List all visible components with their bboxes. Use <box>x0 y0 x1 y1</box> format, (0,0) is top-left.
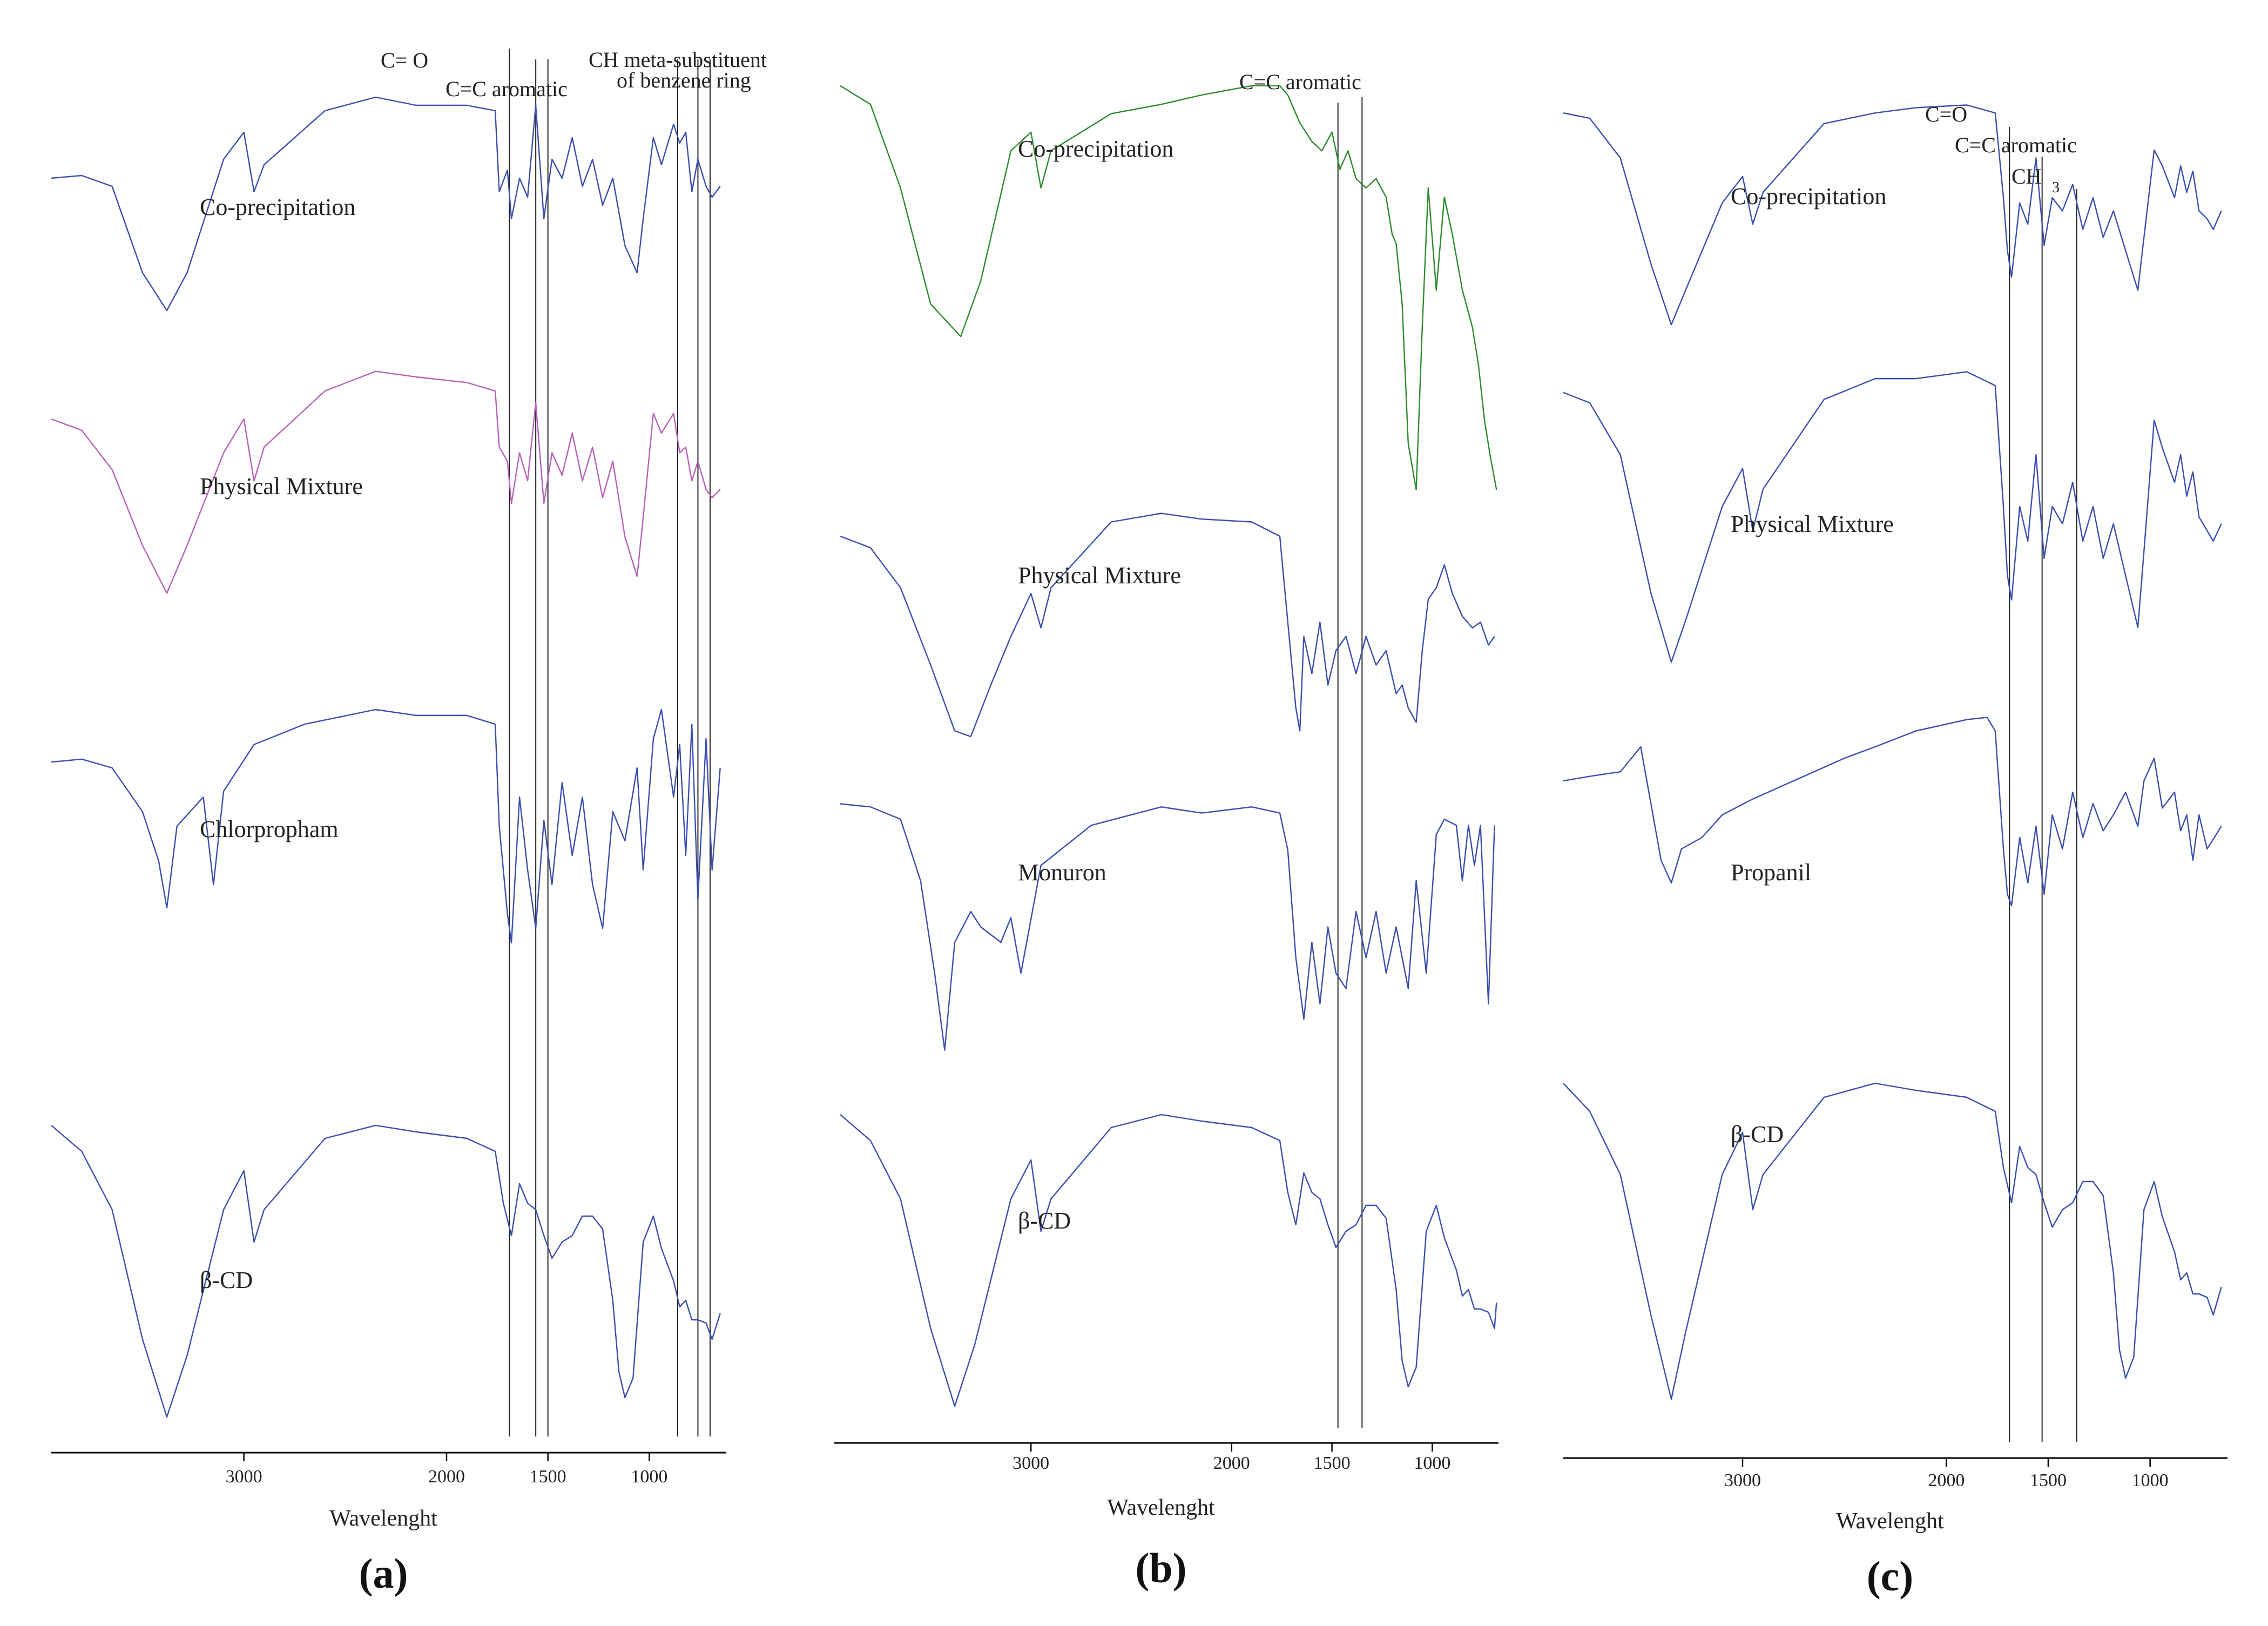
panel-b: Co-precipitation Physical Mixture Monuron β… <box>834 85 1498 1591</box>
series-label-physical-mixture: Physical Mixture <box>200 473 363 500</box>
spectrum-monuron <box>840 803 1495 1051</box>
spectrum-physical-mixture <box>840 512 1495 738</box>
annotation-benzene-ring-a: of benzene ring <box>617 68 751 92</box>
panel-label: (c) <box>1867 1553 1914 1600</box>
x-tick-label: 2000 <box>1928 1470 1965 1490</box>
x-tick-label: 3000 <box>226 1467 262 1487</box>
panel-label: (a) <box>359 1550 408 1597</box>
x-tick-label: 1000 <box>2132 1470 2169 1490</box>
series-label-propanil: Propanil <box>1731 859 1811 886</box>
spectrum-beta-cd <box>1563 1082 2222 1400</box>
spectrum-physical-mixture <box>51 370 721 594</box>
annotation-ch3-c: CH <box>2012 164 2042 188</box>
annotation-co-c: C=O <box>1925 102 1967 126</box>
series-label-monuron: Monuron <box>1018 859 1106 886</box>
x-axis-label: Wavelenght <box>1107 1495 1215 1520</box>
annotation-co-a: C= O <box>381 48 428 72</box>
series-label-chlorpropham: Chlorpropham <box>200 816 339 842</box>
spectrum-co-precipitation <box>1563 104 2222 326</box>
spectrum-beta-cd <box>840 1114 1497 1407</box>
x-axis-label: Wavelenght <box>329 1506 437 1531</box>
spectrum-beta-cd <box>51 1124 721 1418</box>
x-tick-label: 1000 <box>631 1467 667 1487</box>
spectra-panels: Co-precipitation Physical Mixture Chlorpro… <box>51 85 2228 1600</box>
reference-lines <box>509 49 2077 1442</box>
x-axis-label: Wavelenght <box>1836 1509 1944 1534</box>
series-label-physical-mixture: Physical Mixture <box>1018 562 1181 589</box>
annotation-cc-aromatic-a: C=C aromatic <box>446 77 568 101</box>
x-tick-label: 2000 <box>1213 1453 1250 1473</box>
series-label-co-precipitation: Co-precipitation <box>1731 183 1886 210</box>
x-tick-label: 3000 <box>1724 1470 1761 1490</box>
x-tick-label: 1500 <box>530 1467 566 1487</box>
panel-a: Co-precipitation Physical Mixture Chlorpro… <box>51 96 726 1597</box>
x-tick-label: 1500 <box>2030 1470 2067 1490</box>
x-tick-label: 1500 <box>1314 1453 1351 1473</box>
x-tick-label: 3000 <box>1013 1453 1049 1473</box>
series-label-co-precipitation: Co-precipitation <box>1018 136 1173 162</box>
spectrum-co-precipitation <box>51 96 721 312</box>
annotation-ch3-subscript-c: 3 <box>2052 179 2060 196</box>
series-label-beta-cd: β-CD <box>1731 1121 1784 1148</box>
spectrum-propanil <box>1563 717 2222 907</box>
spectrum-chlorpropham <box>51 709 721 944</box>
series-label-beta-cd: β-CD <box>200 1267 253 1293</box>
annotation-cc-aromatic-b: C=C aromatic <box>1239 70 1361 94</box>
panel-c: Co-precipitation Physical Mixture Propanil… <box>1563 104 2228 1600</box>
annotation-cc-aromatic-c: C=C aromatic <box>1955 133 2077 157</box>
series-label-co-precipitation: Co-precipitation <box>200 194 355 220</box>
annotation-ch-meta-a: CH meta-substituent <box>589 48 767 72</box>
spectrum-physical-mixture <box>1563 371 2222 663</box>
x-tick-label: 1000 <box>1414 1453 1450 1473</box>
x-tick-label: 2000 <box>428 1467 465 1487</box>
series-label-beta-cd: β-CD <box>1018 1207 1071 1234</box>
spectrum-co-precipitation <box>840 85 1497 491</box>
panel-label: (b) <box>1135 1544 1186 1591</box>
series-label-physical-mixture: Physical Mixture <box>1731 511 1894 537</box>
